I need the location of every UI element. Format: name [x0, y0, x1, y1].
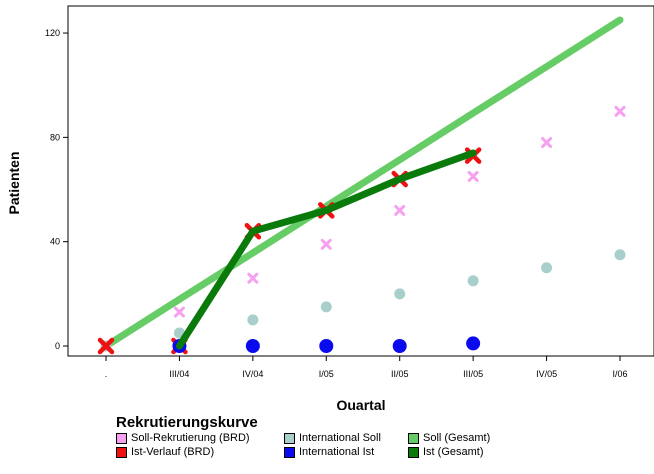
chart-marks [97, 16, 626, 355]
series-line [102, 16, 624, 350]
plot-frame [67, 5, 654, 357]
data-point [97, 337, 115, 355]
cross-stroke [320, 238, 332, 250]
y-tick-label: 0 [55, 341, 60, 351]
legend-swatch [284, 433, 295, 444]
y-axis: 0 40 80 120 [45, 28, 68, 351]
legend-label: Soll-Rekrutierung (BRD) [131, 432, 250, 444]
y-tick-label: 40 [50, 237, 60, 247]
chart: 0 40 80 120 . III/04 IV/04 I/05 II/05 III/05 IV/0… [6, 5, 654, 410]
data-point [320, 238, 332, 250]
cross-stroke [614, 105, 626, 117]
legend-item: International Soll [284, 432, 408, 445]
x-tick-label: II/05 [391, 369, 409, 379]
legend-swatch [116, 447, 127, 458]
data-point [392, 339, 407, 353]
legend-swatch [408, 433, 419, 444]
data-point [320, 301, 332, 313]
legend-label: Ist-Verlauf (BRD) [131, 446, 215, 458]
x-tick-label: I/05 [319, 369, 334, 379]
cross-stroke [541, 137, 553, 149]
legend-item: Soll (Gesamt) [408, 432, 538, 445]
legend-swatch [284, 447, 295, 458]
data-point [614, 105, 626, 117]
legend-swatch [116, 433, 127, 444]
legend: Rekrutierungskurve Soll-Rekrutierung (BR… [116, 414, 546, 459]
series-line [175, 149, 477, 350]
data-point [247, 314, 259, 326]
x-tick-label: IV/04 [242, 369, 263, 379]
legend-swatch [408, 447, 419, 458]
data-point [541, 137, 553, 149]
x-tick-label: III/05 [463, 369, 483, 379]
legend-item: International Ist [284, 446, 408, 459]
x-tick-label: III/04 [169, 369, 189, 379]
legend-label: Soll (Gesamt) [423, 432, 491, 444]
legend-item: Soll-Rekrutierung (BRD) [116, 432, 284, 445]
data-point [467, 275, 479, 287]
legend-item: Ist (Gesamt) [408, 446, 538, 459]
legend-item: Ist-Verlauf (BRD) [116, 446, 284, 459]
legend-items: Soll-Rekrutierung (BRD) International Sol… [116, 432, 546, 459]
legend-title: Rekrutierungskurve [116, 414, 258, 431]
y-tick-label: 80 [50, 132, 60, 142]
x-tick-label: IV/05 [536, 369, 557, 379]
data-point [467, 170, 479, 182]
data-point [394, 204, 406, 216]
data-point [319, 339, 334, 353]
y-tick-label: 120 [45, 28, 60, 38]
cross-stroke [247, 272, 259, 284]
x-tick-label: I/06 [612, 369, 627, 379]
x-axis-title: Quartal [336, 397, 385, 410]
data-point [247, 272, 259, 284]
data-point [394, 288, 406, 300]
data-point [614, 249, 626, 261]
data-point [245, 339, 260, 353]
x-axis: . III/04 IV/04 I/05 II/05 III/05 IV/05 I/06 [105, 356, 628, 379]
cross-stroke [173, 306, 185, 318]
data-point [466, 336, 481, 351]
data-point [173, 306, 185, 318]
data-point [541, 262, 553, 274]
cross-stroke [394, 204, 406, 216]
x-tick-label: . [105, 369, 108, 379]
legend-label: International Ist [299, 446, 375, 458]
y-axis-title: Patienten [6, 151, 22, 214]
cross-stroke [467, 170, 479, 182]
legend-label: Ist (Gesamt) [423, 446, 484, 458]
legend-label: International Soll [299, 432, 381, 444]
cross-stroke [97, 337, 115, 355]
